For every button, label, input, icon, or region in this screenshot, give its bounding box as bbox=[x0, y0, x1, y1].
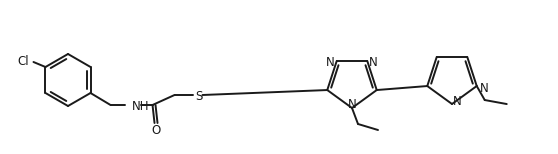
Text: N: N bbox=[326, 56, 335, 69]
Text: N: N bbox=[348, 98, 357, 111]
Text: O: O bbox=[151, 124, 160, 136]
Text: NH: NH bbox=[132, 99, 149, 113]
Text: N: N bbox=[480, 81, 488, 95]
Text: N: N bbox=[453, 95, 462, 108]
Text: S: S bbox=[195, 89, 202, 103]
Text: Cl: Cl bbox=[18, 55, 30, 67]
Text: N: N bbox=[369, 56, 378, 69]
